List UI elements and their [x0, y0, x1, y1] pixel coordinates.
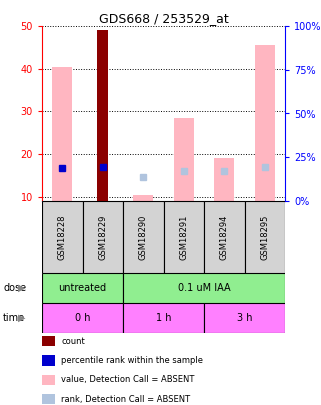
- Text: 1 h: 1 h: [156, 313, 171, 323]
- Text: rank, Detection Call = ABSENT: rank, Detection Call = ABSENT: [61, 395, 190, 404]
- Text: 0 h: 0 h: [75, 313, 90, 323]
- Text: untreated: untreated: [58, 283, 107, 293]
- Text: value, Detection Call = ABSENT: value, Detection Call = ABSENT: [61, 375, 195, 384]
- Bar: [42, 303, 123, 333]
- Bar: [97, 30, 108, 201]
- Bar: [214, 158, 234, 201]
- Text: GSM18291: GSM18291: [179, 214, 188, 260]
- Text: percentile rank within the sample: percentile rank within the sample: [61, 356, 203, 365]
- Bar: [82, 201, 123, 273]
- Bar: [204, 303, 285, 333]
- Bar: [245, 201, 285, 273]
- Text: GSM18294: GSM18294: [220, 214, 229, 260]
- Bar: [163, 201, 204, 273]
- Bar: [52, 66, 72, 201]
- Title: GDS668 / 253529_at: GDS668 / 253529_at: [99, 12, 228, 25]
- Text: 3 h: 3 h: [237, 313, 252, 323]
- Bar: [133, 194, 153, 201]
- Text: 0.1 uM IAA: 0.1 uM IAA: [178, 283, 230, 293]
- Text: GSM18295: GSM18295: [260, 214, 269, 260]
- Text: GSM18228: GSM18228: [58, 214, 67, 260]
- Bar: [42, 201, 82, 273]
- Bar: [123, 201, 163, 273]
- Text: ▶: ▶: [18, 283, 25, 293]
- Text: GSM18290: GSM18290: [139, 214, 148, 260]
- Bar: [123, 303, 204, 333]
- Bar: [42, 273, 123, 303]
- Text: ▶: ▶: [18, 313, 25, 323]
- Bar: [174, 118, 194, 201]
- Bar: [204, 201, 245, 273]
- Text: dose: dose: [3, 283, 26, 293]
- Text: time: time: [3, 313, 25, 323]
- Bar: [255, 45, 275, 201]
- Text: GSM18229: GSM18229: [98, 214, 107, 260]
- Text: count: count: [61, 337, 85, 345]
- Bar: [123, 273, 285, 303]
